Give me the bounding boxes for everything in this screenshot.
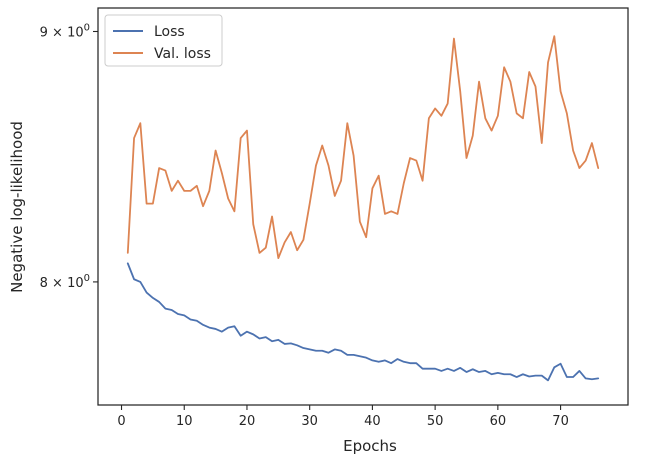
series-line-loss	[126, 262, 600, 382]
x-tick-label: 10	[176, 414, 193, 429]
legend-label-val-loss: Val. loss	[154, 46, 211, 62]
legend-label-loss: Loss	[154, 24, 185, 40]
y-axis-ticks: 8 × 100 9 × 100	[40, 22, 98, 291]
y-axis-label: Negative log-likelihood	[8, 121, 26, 293]
series-layer	[126, 35, 600, 382]
x-tick-label: 40	[364, 414, 381, 429]
x-tick-label: 60	[490, 414, 507, 429]
x-tick-label: 50	[427, 414, 444, 429]
x-tick-label: 20	[239, 414, 256, 429]
x-tick-label: 70	[552, 414, 569, 429]
y-tick-label: 9 × 100	[40, 22, 90, 40]
x-tick-label: 0	[117, 414, 125, 429]
x-tick-label: 30	[301, 414, 318, 429]
legend: Loss Val. loss	[104, 14, 223, 67]
y-tick-label: 8 × 100	[40, 273, 90, 291]
series-line-val-loss	[126, 35, 600, 260]
plot-frame	[97, 7, 629, 406]
x-axis-label: Epochs	[343, 437, 397, 455]
x-axis-ticks: 0 10 20 30 40 50 60 70	[117, 405, 569, 429]
